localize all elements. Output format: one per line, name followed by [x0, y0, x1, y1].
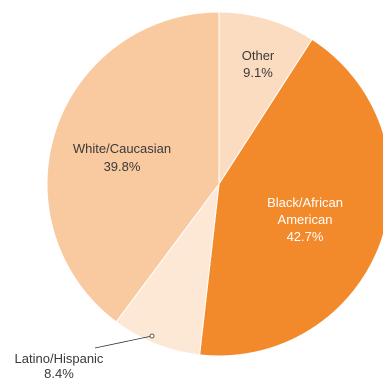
pie-slice-white-caucasian: [46, 11, 220, 323]
slice-value-label: 8.4%: [44, 366, 74, 381]
slice-value-label: 39.8%: [104, 159, 141, 174]
slice-name-label: White/Caucasian: [73, 141, 171, 156]
pie-slice-latino-hispanic: [115, 182, 220, 356]
slice-name-label: American: [278, 212, 333, 227]
pie-slice-black-african-american: [199, 38, 383, 357]
pie-slice-other: [218, 11, 313, 186]
slice-name-label: Latino/Hispanic: [15, 351, 104, 366]
slice-label-latino-hispanic: Latino/Hispanic 8.4%: [15, 351, 104, 381]
slice-name-label: Black/African: [267, 195, 343, 210]
slice-name-label: Other: [242, 48, 275, 63]
leader-lines: [94, 333, 155, 349]
slice-label-black-african-american: Black/African American 42.7%: [267, 195, 343, 244]
pie-slices: [46, 11, 383, 357]
leader-line-latino-hispanic: [94, 335, 153, 349]
slice-label-other: Other 9.1%: [242, 48, 275, 80]
leader-dot-latino-hispanic: [149, 333, 155, 339]
slice-value-label: 42.7%: [287, 229, 324, 244]
slice-labels: Other 9.1% Black/African American 42.7% Latin…: [15, 48, 343, 381]
slice-value-label: 9.1%: [243, 65, 273, 80]
slice-label-white-caucasian: White/Caucasian 39.8%: [73, 141, 171, 174]
